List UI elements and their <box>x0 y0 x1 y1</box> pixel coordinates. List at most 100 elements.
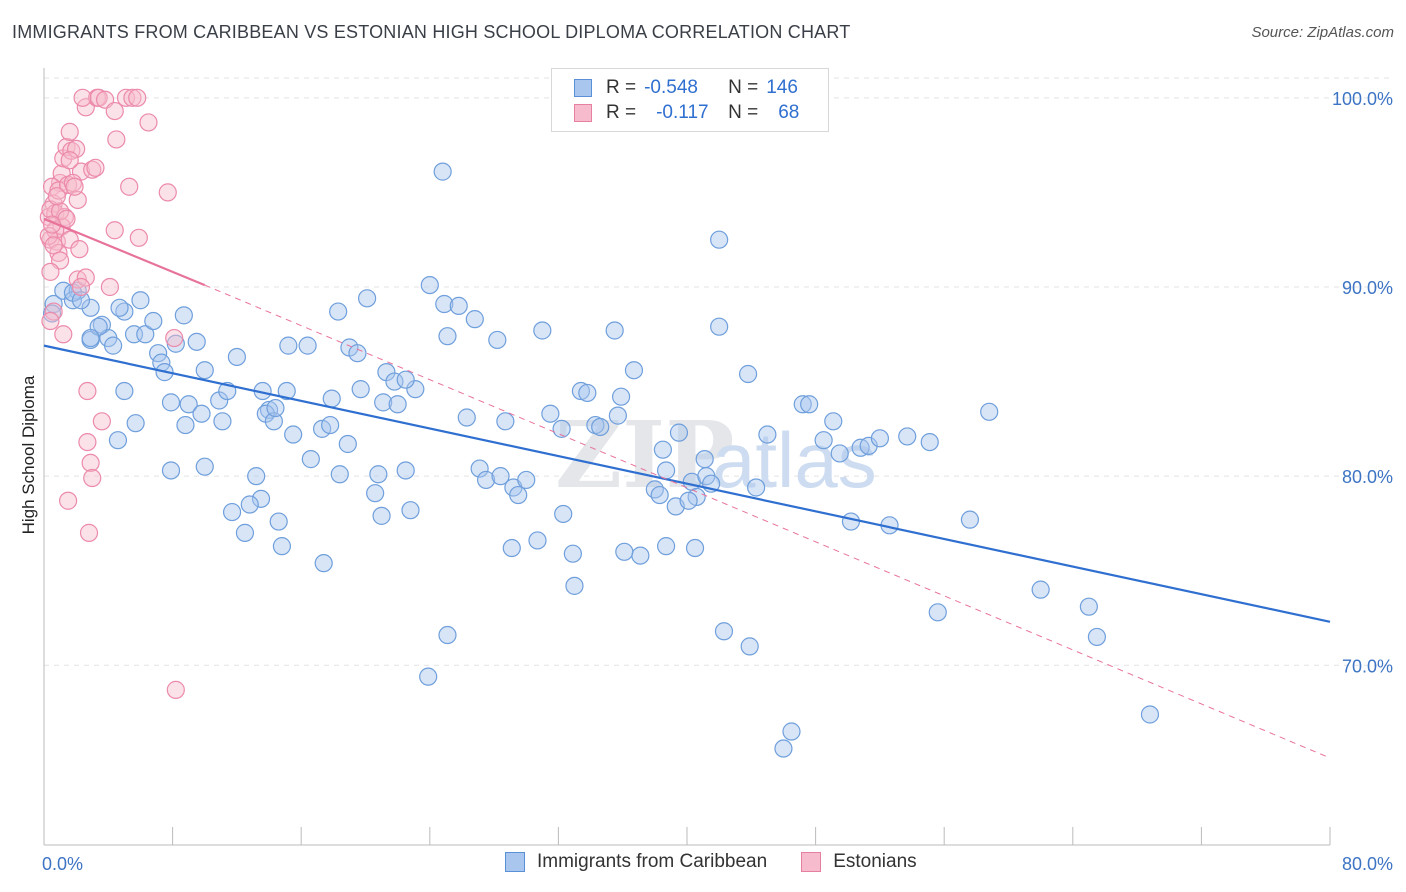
trend-line-estonians-extrapolated <box>204 284 1331 759</box>
trend-line-caribbean <box>43 344 1331 623</box>
point-caribbean <box>419 667 438 686</box>
tick-labels: 70.0% 80.0% 90.0% 100.0% 0.0% 80.0% <box>42 89 1393 874</box>
axes <box>43 68 1331 846</box>
point-estonians <box>139 113 158 132</box>
point-estonians <box>129 228 148 247</box>
point-estonians <box>44 236 63 255</box>
point-caribbean <box>615 542 634 561</box>
point-caribbean <box>457 408 476 427</box>
point-caribbean <box>491 467 510 486</box>
chart-title: IMMIGRANTS FROM CARIBBEAN VS ESTONIAN HI… <box>12 22 851 42</box>
point-caribbean <box>195 457 214 476</box>
point-caribbean <box>814 431 833 450</box>
x-tick-label: 80.0% <box>1342 854 1393 874</box>
point-caribbean <box>710 230 729 249</box>
legend-item-estonians: Estonians <box>801 851 917 873</box>
point-caribbean <box>401 501 420 520</box>
point-caribbean <box>653 440 672 459</box>
point-estonians <box>71 277 91 297</box>
y-tick-label: 70.0% <box>1342 656 1393 676</box>
point-caribbean <box>578 383 597 403</box>
point-estonians <box>67 139 86 159</box>
point-caribbean <box>645 480 664 499</box>
point-caribbean <box>605 321 624 340</box>
point-caribbean <box>685 538 705 558</box>
point-caribbean <box>240 495 259 514</box>
point-caribbean <box>81 298 100 317</box>
point-caribbean <box>366 484 385 503</box>
point-estonians <box>39 226 58 246</box>
point-caribbean <box>758 425 777 444</box>
legend-row-estonians: R = -0.117 N = 68 <box>574 101 799 125</box>
y-tick-label: 80.0% <box>1342 467 1393 487</box>
point-caribbean <box>161 393 181 412</box>
point-caribbean <box>571 381 591 401</box>
point-estonians <box>120 177 139 196</box>
legend-label-caribbean: Immigrants from Caribbean <box>537 851 768 872</box>
point-caribbean <box>695 450 714 469</box>
point-caribbean <box>898 427 917 446</box>
point-caribbean <box>1087 627 1107 647</box>
point-caribbean <box>213 412 232 431</box>
point-estonians <box>70 240 89 259</box>
legend-r-value: -0.548 <box>644 77 698 98</box>
point-caribbean <box>608 406 627 425</box>
point-estonians <box>76 268 95 287</box>
point-caribbean <box>369 465 388 484</box>
point-estonians <box>60 230 79 249</box>
point-estonians <box>100 277 120 297</box>
y-tick-label: 100.0% <box>1332 89 1393 109</box>
watermark-atlas: atlas <box>712 416 877 504</box>
point-caribbean <box>657 537 676 556</box>
point-estonians <box>83 160 102 179</box>
point-caribbean <box>301 450 320 469</box>
point-caribbean <box>126 414 145 433</box>
point-caribbean <box>264 412 283 431</box>
point-caribbean <box>541 404 560 423</box>
point-caribbean <box>470 459 489 478</box>
point-caribbean <box>396 461 415 480</box>
legend-n-label: N = <box>728 77 759 98</box>
trend-lines <box>43 217 1331 759</box>
point-caribbean <box>488 330 507 350</box>
point-caribbean <box>358 289 377 308</box>
legend-r-label: R = <box>606 102 637 123</box>
point-caribbean <box>136 325 155 344</box>
legend-n-value: 68 <box>778 102 800 123</box>
point-caribbean <box>1031 580 1050 599</box>
point-estonians <box>41 311 60 331</box>
point-caribbean <box>284 425 303 444</box>
legend-r-value: -0.117 <box>656 102 709 123</box>
data-points <box>39 88 1160 758</box>
point-estonians <box>105 101 124 121</box>
point-caribbean <box>420 275 439 295</box>
legend-swatch-blue <box>574 79 592 97</box>
point-caribbean <box>388 395 407 414</box>
trend-line-estonians <box>43 217 206 287</box>
point-caribbean <box>374 393 393 412</box>
point-caribbean <box>793 395 812 414</box>
point-caribbean <box>738 364 758 384</box>
point-caribbean <box>279 336 298 355</box>
point-caribbean <box>227 347 246 367</box>
point-caribbean <box>624 361 644 380</box>
point-caribbean <box>108 431 128 450</box>
point-estonians <box>59 491 78 510</box>
point-caribbean <box>496 412 515 431</box>
point-caribbean <box>438 327 457 346</box>
point-estonians <box>86 158 105 177</box>
point-caribbean <box>338 434 357 454</box>
legend-swatch-pink <box>574 104 592 122</box>
point-caribbean <box>71 291 91 310</box>
point-caribbean <box>269 512 288 531</box>
point-caribbean <box>502 538 521 558</box>
series-legend: Immigrants from Caribbean Estonians <box>505 851 951 873</box>
point-caribbean <box>104 336 123 355</box>
point-estonians <box>105 221 124 240</box>
point-caribbean <box>465 310 484 329</box>
point-caribbean <box>509 485 528 505</box>
point-caribbean <box>870 429 890 448</box>
point-caribbean <box>44 294 63 314</box>
legend-n-value: 146 <box>766 77 798 98</box>
